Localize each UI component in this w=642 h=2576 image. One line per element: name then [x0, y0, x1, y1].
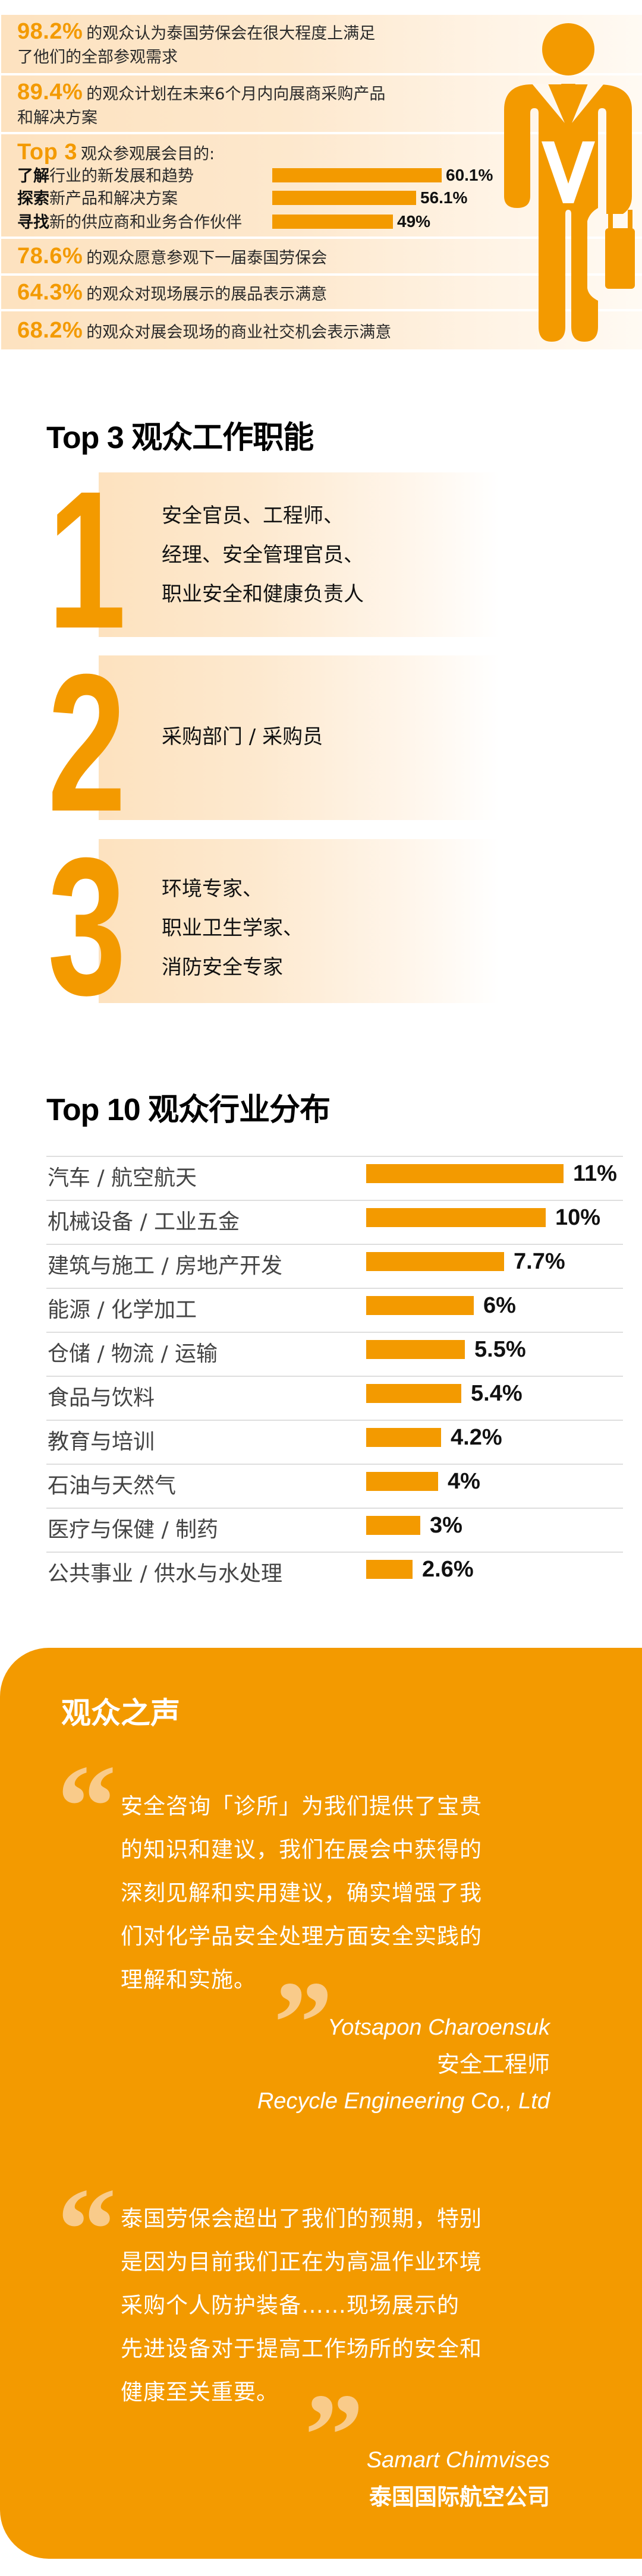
stat-text-line2: 和解决方案	[17, 109, 97, 127]
rank-number: 3	[48, 816, 126, 1036]
purposes-prefix: Top 3	[17, 140, 78, 165]
open-quote-icon: “	[57, 2164, 117, 2296]
stat-text: 的观众愿意参观下一届泰国劳保会	[86, 249, 328, 267]
job-text: 采购部门 / 采购员	[162, 725, 323, 749]
job-item-1: 1 安全官员、工程师、 经理、安全管理官员、 职业安全和健康负责人	[48, 462, 499, 658]
testimonial-name: Yotsapon Charoensuk	[328, 2015, 550, 2040]
jobs-title: Top 3 观众工作职能	[46, 421, 314, 455]
stat-percent: 89.4%	[17, 80, 83, 105]
industry-bar	[366, 1208, 546, 1227]
purposes-label: 观众参观展会目的:	[81, 145, 215, 163]
stat-text-line2: 了他们的全部参观需求	[17, 48, 178, 67]
stat-percent: 64.3%	[17, 280, 83, 305]
purposes-band: Top 3 观众参观展会目的: 了解行业的新发展和趋势 探索新产品和解决方案 寻找…	[1, 134, 642, 237]
close-quote-icon: ”	[304, 2370, 364, 2501]
industry-row: 公共事业 / 供水与水处理 2.6%	[46, 1552, 623, 1596]
stat-percent: 78.6%	[17, 244, 83, 269]
testimonial-role: 安全工程师	[436, 2051, 550, 2077]
industry-row: 建筑与施工 / 房地产开发 7.7%	[46, 1244, 623, 1288]
purpose-bar-3	[272, 215, 393, 229]
industry-bar	[366, 1384, 461, 1403]
stat-text: 的观众认为泰国劳保会在很大程度上满足	[86, 24, 376, 43]
industry-bar	[366, 1340, 465, 1359]
industry-bar	[366, 1252, 504, 1271]
rank-number: 2	[48, 633, 126, 852]
industry-bar	[366, 1428, 441, 1447]
voices-panel: 观众之声 “ 安全咨询「诊所」为我们提供了宝贵 的知识和建议，我们在展会中获得的…	[0, 1648, 642, 2559]
industry-bar	[366, 1560, 413, 1579]
industry-bar	[366, 1296, 474, 1315]
purpose-value-2: 56.1%	[420, 188, 468, 207]
testimonial-company: Recycle Engineering Co., Ltd	[257, 2089, 550, 2114]
job-text: 安全官员、工程师、 经理、安全管理官员、 职业安全和健康负责人	[162, 504, 364, 606]
voices-title: 观众之声	[61, 1696, 180, 1730]
stat-text: 的观众对现场展示的展品表示满意	[86, 285, 328, 304]
stat-percent: 98.2%	[17, 19, 83, 44]
testimonial-text: 泰国劳保会超出了我们的预期，特别 是因为目前我们正在为高温作业环境 采购个人防护…	[121, 2206, 482, 2405]
industry-row: 能源 / 化学加工 6%	[46, 1288, 623, 1332]
industry-chart: 汽车 / 航空航天 11% 机械设备 / 工业五金 10% 建筑与施工 / 房地产开…	[46, 1156, 623, 1596]
purpose-value-1: 60.1%	[446, 166, 493, 184]
purpose-item-2: 探索新产品和解决方案	[17, 190, 178, 208]
stat-text: 的观众计划在未来6个月内向展商采购产品	[86, 85, 386, 103]
industry-row: 教育与培训 4.2%	[46, 1420, 623, 1464]
businessman-v-icon	[504, 23, 635, 342]
close-quote-icon: ”	[273, 1957, 333, 2089]
open-quote-icon: “	[57, 1741, 117, 1872]
industry-row: 仓储 / 物流 / 运输 5.5%	[46, 1332, 623, 1376]
stat-percent: 68.2%	[17, 318, 83, 343]
testimonial-company: 泰国国际航空公司	[369, 2484, 550, 2510]
job-text: 环境专家、 职业卫生学家、 消防安全专家	[162, 877, 303, 979]
industry-row: 医疗与保健 / 制药 3%	[46, 1508, 623, 1552]
industry-row: 食品与饮料 5.4%	[46, 1376, 623, 1420]
industry-bar	[366, 1472, 438, 1491]
stat-band-6: 68.2% 的观众对展会现场的商业社交机会表示满意	[1, 311, 642, 349]
industry-bar	[366, 1516, 420, 1535]
job-item-2: 2 采购部门 / 采购员	[48, 645, 499, 841]
industry-row: 汽车 / 航空航天 11%	[46, 1156, 623, 1200]
stat-band-1: 98.2% 的观众认为泰国劳保会在很大程度上满足 了他们的全部参观需求	[1, 15, 642, 73]
industry-title: Top 10 观众行业分布	[46, 1093, 331, 1127]
purpose-item-1: 了解行业的新发展和趋势	[17, 167, 194, 185]
testimonial-signature: Samart Chimvises 泰国国际航空公司	[367, 2442, 550, 2515]
industry-bar	[366, 1164, 564, 1183]
purpose-bar-1	[272, 168, 442, 182]
rank-number: 1	[48, 450, 126, 669]
industry-row: 机械设备 / 工业五金 10%	[46, 1200, 623, 1244]
testimonial-signature: Yotsapon Charoensuk 安全工程师 Recycle Engine…	[257, 2009, 550, 2120]
purpose-bar-2	[272, 191, 416, 205]
testimonial-name: Samart Chimvises	[366, 2448, 550, 2473]
stat-text: 的观众对展会现场的商业社交机会表示满意	[86, 323, 392, 342]
purpose-value-3: 49%	[397, 212, 431, 231]
stat-band-4: 78.6% 的观众愿意参观下一届泰国劳保会	[1, 239, 642, 273]
stat-band-5: 64.3% 的观众对现场展示的展品表示满意	[1, 276, 642, 309]
industry-row: 石油与天然气 4%	[46, 1464, 623, 1508]
purpose-item-3: 寻找新的供应商和业务合作伙伴	[17, 213, 242, 232]
job-item-3: 3 环境专家、 职业卫生学家、 消防安全专家	[48, 828, 499, 1024]
testimonial-text: 安全咨询「诊所」为我们提供了宝贵 的知识和建议，我们在展会中获得的 深刻见解和实…	[121, 1793, 482, 1992]
stats-section: 98.2% 的观众认为泰国劳保会在很大程度上满足 了他们的全部参观需求 89.4%…	[0, 0, 642, 357]
